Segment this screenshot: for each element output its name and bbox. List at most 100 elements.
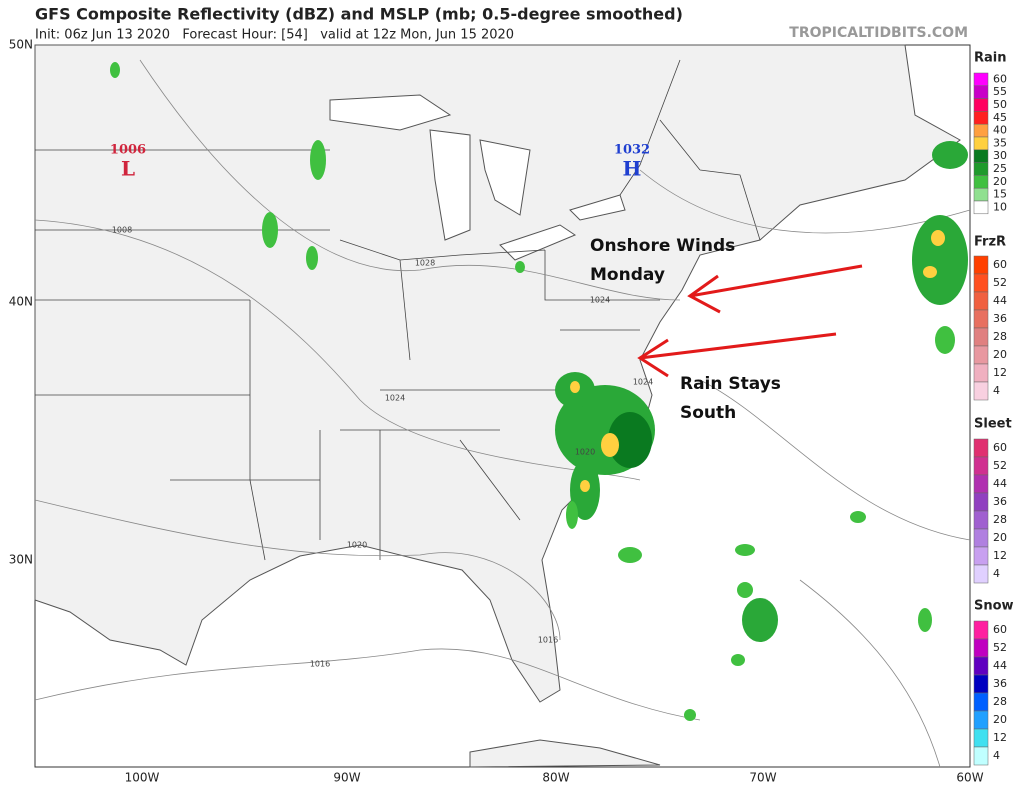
legend-swatch <box>973 456 989 476</box>
legend-level: 36 <box>993 677 1007 690</box>
lon-label: 100W <box>125 771 160 785</box>
legend-swatch <box>973 363 989 383</box>
legend-swatch <box>973 187 989 202</box>
legend-swatch <box>973 255 989 275</box>
legend-level: 12 <box>993 549 1007 562</box>
legend-level: 50 <box>993 98 1007 111</box>
rain-areas <box>110 62 968 721</box>
legend-swatch <box>973 200 989 215</box>
legend-title: Snow <box>974 599 1014 614</box>
legend-swatch <box>973 546 989 566</box>
lat-label: 40N <box>9 295 33 309</box>
lon-label: 60W <box>956 771 983 785</box>
isobar-label: 1008 <box>112 226 132 235</box>
isobar-label: 1016 <box>538 636 558 645</box>
legend-swatch <box>973 620 989 640</box>
isobar-label: 1020 <box>347 541 367 550</box>
legend-swatch <box>973 710 989 730</box>
legend-swatch <box>973 638 989 658</box>
legend-level: 60 <box>993 258 1007 271</box>
isobar-label: 1024 <box>590 296 610 305</box>
annotation: Rain Stays <box>680 374 781 394</box>
land <box>34 44 961 703</box>
legend-level: 52 <box>993 641 1007 654</box>
legend-level: 20 <box>993 175 1007 188</box>
legend-level: 15 <box>993 188 1007 201</box>
legend-level: 36 <box>993 312 1007 325</box>
legend-level: 35 <box>993 136 1007 149</box>
legend-level: 4 <box>993 567 1000 580</box>
pressure-symbol: L <box>121 157 135 181</box>
state-lines <box>35 59 761 561</box>
legend-level: 4 <box>993 384 1000 397</box>
legend-swatch <box>973 149 989 163</box>
annotation: Onshore Winds <box>590 236 735 256</box>
annotation-arrows <box>637 264 863 378</box>
legend-swatch <box>973 492 989 512</box>
pressure-value: 1006 <box>110 143 146 158</box>
legend-level: 20 <box>993 713 1007 726</box>
watermark: TROPICALTIDBITS.COM <box>789 25 968 41</box>
legend-level: 12 <box>993 731 1007 744</box>
cuba <box>469 739 661 768</box>
isobar-label: 1024 <box>385 394 405 403</box>
isobar-label: 1020 <box>575 448 595 457</box>
legend-title: Sleet <box>974 417 1012 432</box>
legend-level: 60 <box>993 623 1007 636</box>
legend-swatch <box>973 273 989 293</box>
legend-swatch <box>973 291 989 311</box>
legend-swatch <box>973 656 989 676</box>
title: GFS Composite Reflectivity (dBZ) and MSL… <box>35 5 683 24</box>
legend-swatch <box>973 528 989 548</box>
legend-level: 36 <box>993 495 1007 508</box>
legend-swatch <box>973 674 989 694</box>
legend-swatch <box>973 85 989 99</box>
legend-level: 60 <box>993 72 1007 85</box>
lat-label: 50N <box>9 38 33 52</box>
legend-level: 28 <box>993 513 1007 526</box>
legend-title: FrzR <box>974 235 1006 250</box>
legend-swatch <box>973 175 989 189</box>
legend-level: 28 <box>993 330 1007 343</box>
legend-level: 25 <box>993 162 1007 175</box>
isobars <box>34 59 971 768</box>
annotation: South <box>680 403 736 423</box>
legend-swatch <box>973 345 989 365</box>
legend-swatch <box>973 136 989 151</box>
legend-swatch <box>973 746 989 766</box>
isobar-label: 1016 <box>310 660 330 669</box>
legend-level: 40 <box>993 124 1007 137</box>
legend-level: 4 <box>993 749 1000 762</box>
legend-swatch <box>973 692 989 712</box>
legend-swatch <box>973 327 989 347</box>
legend-level: 20 <box>993 531 1007 544</box>
legend-level: 52 <box>993 276 1007 289</box>
legend-swatch <box>973 510 989 530</box>
legend-level: 20 <box>993 348 1007 361</box>
legend-level: 44 <box>993 294 1007 307</box>
legend-swatch <box>973 438 989 458</box>
legend-swatch <box>973 123 989 138</box>
legend-swatch <box>973 72 989 87</box>
legend-swatch <box>973 98 989 112</box>
legend-level: 28 <box>993 695 1007 708</box>
legend-level: 60 <box>993 441 1007 454</box>
great-lakes <box>329 94 626 261</box>
isobar-label: 1024 <box>633 378 653 387</box>
legend-level: 10 <box>993 200 1007 213</box>
isobar-label: 1028 <box>415 259 435 268</box>
lon-label: 80W <box>542 771 569 785</box>
legend-level: 55 <box>993 85 1007 98</box>
pressure-symbol: H <box>623 157 642 181</box>
legend-swatch <box>973 381 989 401</box>
lat-label: 30N <box>9 553 33 567</box>
legend-swatch <box>973 309 989 329</box>
legend-swatch <box>973 474 989 494</box>
annotation: Monday <box>590 265 665 285</box>
legend-level: 12 <box>993 366 1007 379</box>
legend-swatch <box>973 728 989 748</box>
lon-label: 70W <box>749 771 776 785</box>
legend-level: 30 <box>993 149 1007 162</box>
subtitle: Init: 06z Jun 13 2020 Forecast Hour: [54… <box>35 28 514 43</box>
